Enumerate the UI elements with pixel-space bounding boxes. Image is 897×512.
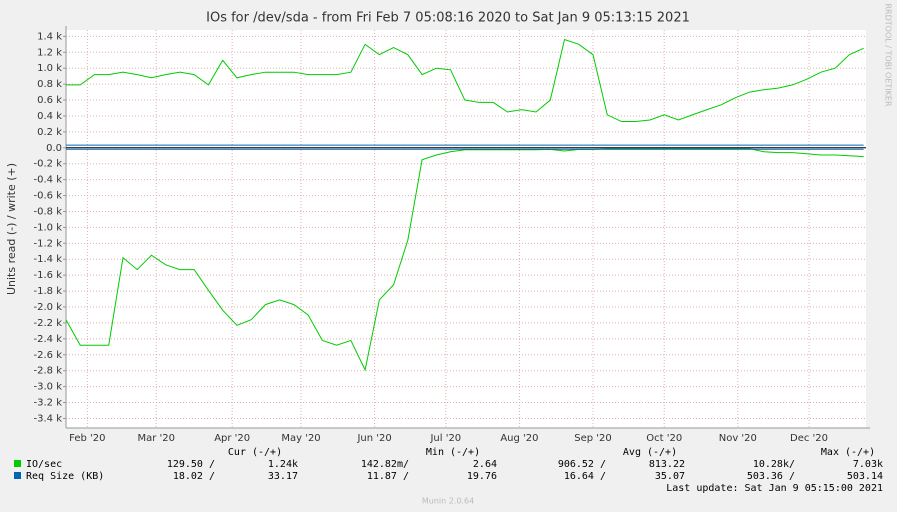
y-tick-label: -3.2 k	[34, 398, 63, 409]
y-tick-label: 0.2 k	[37, 127, 62, 138]
plot-area	[66, 30, 866, 428]
y-tick-label: -3.4 k	[34, 413, 63, 424]
y-tick-label: -1.2 k	[34, 238, 63, 249]
legend-swatch	[14, 460, 21, 467]
y-tick-label: 0.4 k	[37, 111, 62, 122]
stat-value: 503.14	[847, 471, 883, 482]
x-tick-label: Apr '20	[214, 433, 250, 444]
x-tick-label: Dec '20	[790, 433, 828, 444]
x-tick-label: Nov '20	[719, 433, 757, 444]
y-tick-label: -0.4 k	[34, 175, 63, 186]
y-tick-label: -1.6 k	[34, 270, 63, 281]
y-tick-label: 0.8 k	[37, 79, 62, 90]
version: Munin 2.0.64	[422, 497, 474, 506]
y-tick-label: -0.8 k	[34, 206, 63, 217]
x-tick-label: Feb '20	[69, 433, 105, 444]
y-tick-label: 1.0 k	[37, 63, 62, 74]
stat-value: 503.36 /	[747, 471, 795, 482]
chart-title: IOs for /dev/sda - from Fri Feb 7 05:08:…	[206, 11, 690, 26]
y-tick-label: -2.2 k	[34, 318, 63, 329]
stat-value: 16.64 /	[564, 471, 606, 482]
stat-value: 129.50 /	[167, 459, 215, 470]
stat-value: 35.07	[655, 471, 685, 482]
x-tick-label: Aug '20	[500, 433, 538, 444]
y-tick-label: 0.6 k	[37, 95, 62, 106]
y-tick-label: -0.2 k	[34, 159, 63, 170]
legend-label: IO/sec	[26, 459, 62, 470]
stat-header: Min (-/+)	[426, 447, 480, 458]
x-tick-label: May '20	[281, 433, 320, 444]
y-tick-label: -2.6 k	[34, 350, 63, 361]
y-tick-label: 1.2 k	[37, 47, 62, 58]
y-tick-label: 0.0	[46, 143, 62, 154]
stat-value: 7.03k	[853, 459, 883, 470]
x-tick-label: Mar '20	[137, 433, 175, 444]
y-tick-label: -3.0 k	[34, 382, 63, 393]
x-tick-label: Jul '20	[429, 433, 461, 444]
y-tick-label: -2.4 k	[34, 334, 63, 345]
stat-value: 19.76	[467, 471, 497, 482]
y-axis-label: Units read (-) / write (+)	[5, 163, 18, 295]
y-tick-label: -0.6 k	[34, 191, 63, 202]
x-tick-label: Sep '20	[574, 433, 612, 444]
stat-value: 906.52 /	[558, 459, 606, 470]
stat-value: 18.02 /	[173, 471, 215, 482]
y-tick-label: -2.8 k	[34, 366, 63, 377]
stat-value: 813.22	[649, 459, 685, 470]
stat-value: 2.64	[473, 459, 497, 470]
x-tick-label: Jun '20	[356, 433, 391, 444]
stat-header: Max (-/+)	[821, 447, 875, 458]
stat-value: 33.17	[268, 471, 298, 482]
last-update: Last update: Sat Jan 9 05:15:00 2021	[666, 483, 883, 494]
y-tick-label: -1.4 k	[34, 254, 63, 265]
stat-value: 10.28k/	[753, 459, 795, 470]
y-tick-label: -1.8 k	[34, 286, 63, 297]
y-tick-label: -2.0 k	[34, 302, 63, 313]
stat-value: 142.82m/	[361, 459, 409, 470]
y-tick-label: -1.0 k	[34, 222, 63, 233]
side-label: RRDTOOL / TOBI OETIKER	[884, 3, 893, 106]
stat-value: 1.24k	[268, 459, 298, 470]
legend-swatch	[14, 472, 21, 479]
stat-header: Avg (-/+)	[623, 447, 677, 458]
x-tick-label: Oct '20	[646, 433, 682, 444]
y-tick-label: 1.4 k	[37, 31, 62, 42]
series-line	[66, 38, 864, 123]
legend-label: Req Size (KB)	[26, 471, 104, 482]
stat-header: Cur (-/+)	[228, 447, 282, 458]
series-line	[65, 148, 864, 372]
stat-value: 11.87 /	[367, 471, 409, 482]
